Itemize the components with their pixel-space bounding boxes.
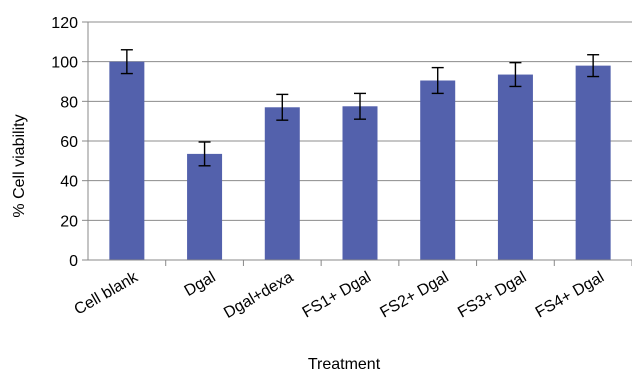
- x-tick-label: FS2+ Dgal: [377, 269, 451, 322]
- error-bars: [120, 49, 600, 167]
- x-tick-label: Dgal+dexa: [221, 269, 296, 322]
- x-tick-labels: Cell blank Dgal Dgal+dexa FS1+ Dgal FS2+ Dga…: [72, 260, 632, 322]
- x-tick-label: FS3+ Dgal: [455, 269, 529, 322]
- y-tick-label: 20: [60, 213, 78, 230]
- y-tick-label: 120: [51, 15, 78, 32]
- y-tick-label: 0: [69, 253, 78, 270]
- x-tick-label: FS4+ Dgal: [533, 269, 607, 322]
- x-tick-label: FS1+ Dgal: [300, 269, 374, 322]
- x-axis-title: Treatment: [308, 356, 381, 373]
- bar: [420, 80, 456, 260]
- y-axis-title: % Cell viability: [11, 114, 28, 217]
- x-tick-label: Cell blank: [72, 268, 142, 318]
- bar: [187, 153, 223, 260]
- y-tick-labels: 0 20 40 60 80 100 120: [51, 15, 88, 270]
- bar: [109, 61, 145, 260]
- bar: [575, 65, 611, 260]
- bars: [109, 61, 611, 261]
- bar: [342, 106, 378, 261]
- y-tick-label: 80: [60, 94, 78, 111]
- y-tick-label: 100: [51, 55, 78, 72]
- bar: [497, 74, 533, 260]
- x-tick-label: Dgal: [182, 269, 219, 300]
- y-tick-label: 40: [60, 174, 78, 191]
- bar: [264, 107, 300, 261]
- y-tick-label: 60: [60, 134, 78, 151]
